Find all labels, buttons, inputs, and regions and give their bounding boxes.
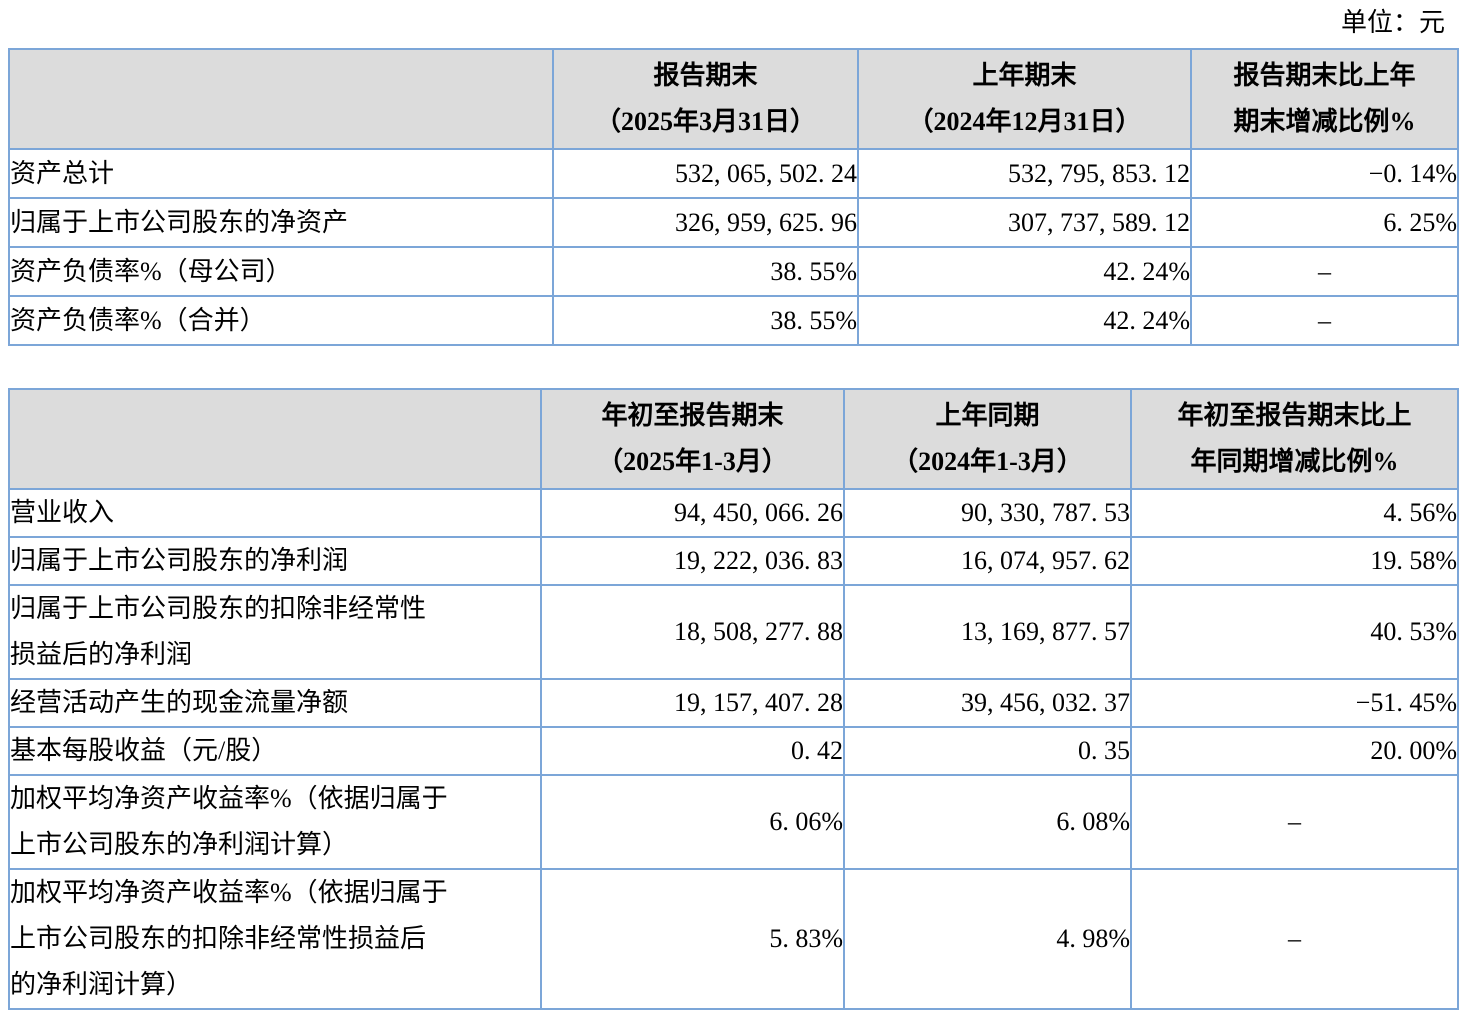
row-label: 归属于上市公司股东的扣除非经常性 损益后的净利润 <box>8 584 542 680</box>
row-label: 资产总计 <box>8 148 554 199</box>
value-cell: 39, 456, 032. 37 <box>843 678 1132 728</box>
table-row: 加权平均净资产收益率%（依据归属于 上市公司股东的扣除非经常性损益后 的净利润计… <box>8 868 1459 1010</box>
table-row: 资产负债率%（合并） 38. 55% 42. 24% – <box>8 295 1459 346</box>
value-cell: 19, 157, 407. 28 <box>540 678 845 728</box>
row-label: 加权平均净资产收益率%（依据归属于 上市公司股东的净利润计算） <box>8 774 542 870</box>
value-cell: 19, 222, 036. 83 <box>540 536 845 586</box>
value-cell: 532, 065, 502. 24 <box>552 148 859 199</box>
column-header: 上年期末 （2024年12月31日） <box>857 48 1192 150</box>
value-cell: −51. 45% <box>1130 678 1459 728</box>
value-cell: 326, 959, 625. 96 <box>552 197 859 248</box>
table-row: 归属于上市公司股东的净利润 19, 222, 036. 83 16, 074, 95… <box>8 536 1459 586</box>
row-label: 归属于上市公司股东的净利润 <box>8 536 542 586</box>
row-label: 归属于上市公司股东的净资产 <box>8 197 554 248</box>
value-cell: 20. 00% <box>1130 726 1459 776</box>
table-row: 基本每股收益（元/股） 0. 42 0. 35 20. 00% <box>8 726 1459 776</box>
table-body: 资产总计 532, 065, 502. 24 532, 795, 853. 12 −0… <box>8 148 1459 346</box>
column-header: 年初至报告期末比上 年同期增减比例% <box>1130 388 1459 490</box>
value-cell: 94, 450, 066. 26 <box>540 488 845 538</box>
row-label: 加权平均净资产收益率%（依据归属于 上市公司股东的扣除非经常性损益后 的净利润计… <box>8 868 542 1010</box>
value-cell: 16, 074, 957. 62 <box>843 536 1132 586</box>
table-row: 资产总计 532, 065, 502. 24 532, 795, 853. 12 −0… <box>8 148 1459 199</box>
value-cell: 4. 56% <box>1130 488 1459 538</box>
column-header: 报告期末 （2025年3月31日） <box>552 48 859 150</box>
value-cell: 0. 42 <box>540 726 845 776</box>
table-body: 营业收入 94, 450, 066. 26 90, 330, 787. 53 4. 5… <box>8 488 1459 1010</box>
value-cell: −0. 14% <box>1190 148 1459 199</box>
value-cell: 307, 737, 589. 12 <box>857 197 1192 248</box>
table-header: 报告期末 （2025年3月31日） 上年期末 （2024年12月31日） 报告期末比… <box>8 48 1459 150</box>
value-cell: 42. 24% <box>857 295 1192 346</box>
row-label: 基本每股收益（元/股） <box>8 726 542 776</box>
header-row: 报告期末 （2025年3月31日） 上年期末 （2024年12月31日） 报告期末比… <box>8 48 1459 150</box>
value-cell: 532, 795, 853. 12 <box>857 148 1192 199</box>
row-label: 营业收入 <box>8 488 542 538</box>
table-row: 经营活动产生的现金流量净额 19, 157, 407. 28 39, 456, 03… <box>8 678 1459 728</box>
row-label-column-header <box>8 388 542 490</box>
year-to-date-financial-table: 年初至报告期末 （2025年1-3月） 上年同期 （2024年1-3月） 年初至报告… <box>8 388 1459 1010</box>
value-cell: 6. 25% <box>1190 197 1459 248</box>
table-row: 加权平均净资产收益率%（依据归属于 上市公司股东的净利润计算） 6. 06% 6. … <box>8 774 1459 870</box>
header-row: 年初至报告期末 （2025年1-3月） 上年同期 （2024年1-3月） 年初至报告… <box>8 388 1459 490</box>
table-row: 营业收入 94, 450, 066. 26 90, 330, 787. 53 4. 5… <box>8 488 1459 538</box>
value-cell: 0. 35 <box>843 726 1132 776</box>
column-header: 上年同期 （2024年1-3月） <box>843 388 1132 490</box>
value-cell: 13, 169, 877. 57 <box>843 584 1132 680</box>
value-cell: – <box>1190 246 1459 297</box>
value-cell: 5. 83% <box>540 868 845 1010</box>
value-cell: – <box>1190 295 1459 346</box>
value-cell: – <box>1130 868 1459 1010</box>
value-cell: 42. 24% <box>857 246 1192 297</box>
table-row: 资产负债率%（母公司） 38. 55% 42. 24% – <box>8 246 1459 297</box>
column-header: 年初至报告期末 （2025年1-3月） <box>540 388 845 490</box>
row-label-column-header <box>8 48 554 150</box>
table-row: 归属于上市公司股东的扣除非经常性 损益后的净利润 18, 508, 277. 88… <box>8 584 1459 680</box>
row-label: 经营活动产生的现金流量净额 <box>8 678 542 728</box>
value-cell: 6. 08% <box>843 774 1132 870</box>
value-cell: 40. 53% <box>1130 584 1459 680</box>
value-cell: 4. 98% <box>843 868 1132 1010</box>
value-cell: 90, 330, 787. 53 <box>843 488 1132 538</box>
value-cell: 19. 58% <box>1130 536 1459 586</box>
value-cell: – <box>1130 774 1459 870</box>
table-header: 年初至报告期末 （2025年1-3月） 上年同期 （2024年1-3月） 年初至报告… <box>8 388 1459 490</box>
table-row: 归属于上市公司股东的净资产 326, 959, 625. 96 307, 737, … <box>8 197 1459 248</box>
period-end-financial-table: 报告期末 （2025年3月31日） 上年期末 （2024年12月31日） 报告期末比… <box>8 48 1459 346</box>
value-cell: 38. 55% <box>552 295 859 346</box>
column-header: 报告期末比上年 期末增减比例% <box>1190 48 1459 150</box>
value-cell: 6. 06% <box>540 774 845 870</box>
value-cell: 18, 508, 277. 88 <box>540 584 845 680</box>
unit-label: 单位：元 <box>1340 8 1445 37</box>
row-label: 资产负债率%（合并） <box>8 295 554 346</box>
value-cell: 38. 55% <box>552 246 859 297</box>
row-label: 资产负债率%（母公司） <box>8 246 554 297</box>
